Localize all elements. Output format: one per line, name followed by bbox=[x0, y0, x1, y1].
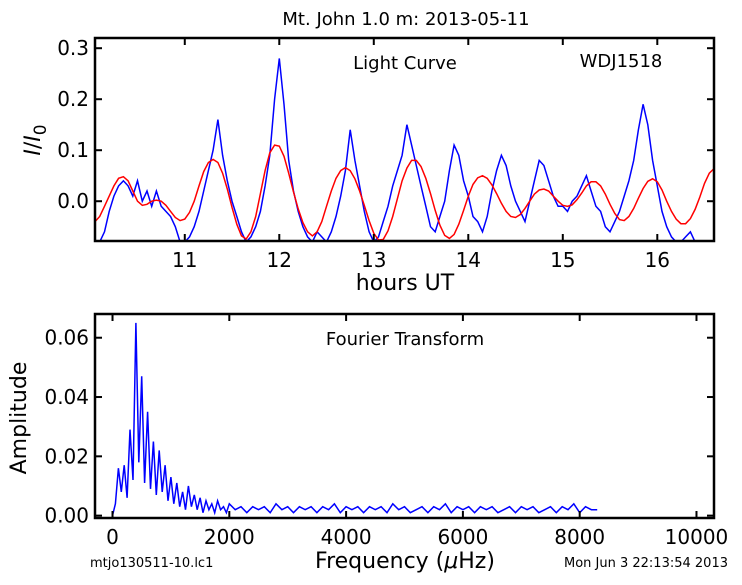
light-curve-y-tick-label: 0.0 bbox=[57, 189, 89, 213]
fourier-y-tick-label: 0.04 bbox=[44, 385, 89, 409]
fourier-transform-panel: 0 2000 4000 6000 8000 10000 0.00 0.02 0.04 0.06 F… bbox=[7, 312, 728, 574]
fourier-annotation: Fourier Transform bbox=[326, 329, 484, 350]
fourier-series-line-0 bbox=[111, 322, 598, 516]
light-curve-y-tick-label: 0.1 bbox=[57, 138, 89, 162]
light-curve-panel: 11 12 13 14 15 16 0.0 0.1 0.2 0.3 Light Curve WDJ… bbox=[21, 36, 716, 296]
fourier-series-group bbox=[111, 322, 598, 516]
light-curve-x-tick-label: 15 bbox=[550, 248, 575, 272]
fourier-y-tick-label: 0.02 bbox=[44, 444, 89, 468]
fourier-y-tick-label: 0.00 bbox=[44, 504, 89, 528]
fourier-x-tick-label: 10000 bbox=[665, 525, 729, 549]
light-curve-annotation: Light Curve bbox=[353, 53, 457, 74]
light-curve-x-tick-label: 12 bbox=[267, 248, 292, 272]
fourier-y-tick-label: 0.06 bbox=[44, 326, 89, 350]
light-curve-y-tick-label: 0.3 bbox=[57, 36, 89, 60]
light-curve-x-tick-label: 16 bbox=[645, 248, 670, 272]
light-curve-series-line-1 bbox=[95, 144, 714, 241]
data-file-name: mtjo130511-10.lc1 bbox=[90, 556, 213, 571]
light-curve-ticks: 11 12 13 14 15 16 0.0 0.1 0.2 0.3 bbox=[57, 36, 714, 272]
light-curve-series-group bbox=[95, 58, 714, 241]
fourier-x-tick-label: 6000 bbox=[437, 525, 488, 549]
light-curve-x-tick-label: 11 bbox=[172, 248, 197, 272]
light-curve-x-tick-label: 14 bbox=[456, 248, 481, 272]
fourier-x-tick-label: 8000 bbox=[554, 525, 605, 549]
fourier-axes-frame bbox=[93, 312, 716, 520]
fourier-x-tick-label: 4000 bbox=[321, 525, 372, 549]
light-curve-axes-frame bbox=[93, 36, 716, 243]
target-name-annotation: WDJ1518 bbox=[580, 51, 663, 72]
light-curve-series-line-0 bbox=[99, 58, 696, 241]
fourier-y-axis-title: Amplitude bbox=[7, 362, 32, 475]
light-curve-x-tick-label: 13 bbox=[361, 248, 386, 272]
light-curve-y-tick-label: 0.2 bbox=[57, 87, 89, 111]
fourier-ticks: 0 2000 4000 6000 8000 10000 0.00 0.02 0.04 0.06 bbox=[44, 314, 728, 549]
fourier-x-tick-label: 0 bbox=[106, 525, 119, 549]
light-curve-y-axis-title: I/I0 bbox=[21, 124, 51, 155]
fourier-x-axis-title: Frequency (μHz) bbox=[315, 549, 495, 574]
light-curve-x-axis-title: hours UT bbox=[356, 271, 455, 296]
plot-timestamp: Mon Jun 3 22:13:54 2013 bbox=[564, 556, 728, 571]
fourier-x-tick-label: 2000 bbox=[204, 525, 255, 549]
figure-title: Mt. John 1.0 m: 2013-05-11 bbox=[282, 9, 529, 30]
